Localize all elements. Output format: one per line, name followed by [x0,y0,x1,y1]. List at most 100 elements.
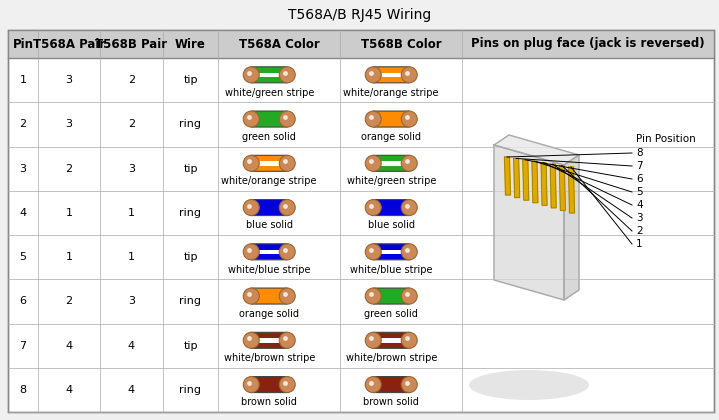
Text: white/blue stripe: white/blue stripe [228,265,311,275]
FancyBboxPatch shape [251,200,287,215]
FancyBboxPatch shape [251,332,287,348]
Text: 4: 4 [128,385,135,395]
Text: white/green stripe: white/green stripe [347,176,436,186]
Text: T568A Color: T568A Color [239,37,319,50]
FancyBboxPatch shape [373,288,409,304]
Circle shape [365,288,381,304]
Bar [373,249,409,254]
FancyBboxPatch shape [373,244,409,260]
Bar [251,73,287,77]
Circle shape [401,332,417,348]
FancyBboxPatch shape [373,155,409,171]
Bar [8,30,714,58]
Text: white/brown stripe: white/brown stripe [224,353,315,363]
FancyBboxPatch shape [373,200,409,215]
Text: 4: 4 [65,341,73,351]
Text: ring: ring [180,119,201,129]
Text: 3: 3 [128,297,135,306]
Circle shape [365,200,381,215]
Circle shape [243,67,260,83]
FancyBboxPatch shape [251,377,287,393]
Circle shape [279,332,296,348]
Polygon shape [523,160,528,200]
Text: 1: 1 [19,75,27,85]
FancyBboxPatch shape [251,111,287,127]
FancyBboxPatch shape [373,377,409,393]
Text: tip: tip [183,75,198,85]
Text: 4: 4 [636,200,643,210]
Text: tip: tip [183,164,198,173]
Circle shape [401,67,417,83]
Text: 6: 6 [636,174,643,184]
FancyBboxPatch shape [373,67,409,83]
Polygon shape [532,161,538,203]
Text: Wire: Wire [175,37,206,50]
Text: 2: 2 [65,297,73,306]
Text: 8: 8 [636,148,643,158]
FancyBboxPatch shape [251,155,287,171]
Text: 2: 2 [65,164,73,173]
Text: white/green stripe: white/green stripe [224,87,314,97]
Circle shape [243,111,260,127]
Polygon shape [513,158,520,197]
Circle shape [401,244,417,260]
Circle shape [243,332,260,348]
Text: 5: 5 [636,187,643,197]
Text: 4: 4 [19,208,27,218]
Circle shape [279,155,296,171]
FancyBboxPatch shape [251,288,287,304]
Circle shape [365,332,381,348]
Bar [373,161,409,165]
Text: orange solid: orange solid [361,132,421,142]
Text: 4: 4 [128,341,135,351]
Circle shape [279,67,296,83]
Text: 1: 1 [636,239,643,249]
Text: 8: 8 [19,385,27,395]
Polygon shape [505,157,510,195]
Text: 3: 3 [65,119,73,129]
Ellipse shape [469,370,589,400]
Polygon shape [494,135,579,165]
Bar [251,161,287,165]
Polygon shape [550,164,557,208]
Text: 3: 3 [65,75,73,85]
Text: green solid: green solid [242,132,296,142]
Text: Pin Position: Pin Position [636,134,696,144]
Text: ring: ring [180,208,201,218]
Bar [251,338,287,343]
Polygon shape [564,155,579,300]
Circle shape [243,288,260,304]
Polygon shape [569,167,574,213]
Text: brown solid: brown solid [363,397,419,407]
Circle shape [401,155,417,171]
Polygon shape [494,145,564,300]
Text: 2: 2 [636,226,643,236]
Circle shape [279,288,296,304]
Text: T568B Color: T568B Color [361,37,441,50]
Text: 2: 2 [19,119,27,129]
Polygon shape [541,163,547,205]
Text: green solid: green solid [365,309,418,319]
Text: ring: ring [180,385,201,395]
Circle shape [401,377,417,393]
Circle shape [401,200,417,215]
FancyBboxPatch shape [251,67,287,83]
Text: white/orange stripe: white/orange stripe [344,87,439,97]
Circle shape [279,244,296,260]
Text: 1: 1 [128,252,135,262]
Circle shape [365,244,381,260]
Text: orange solid: orange solid [239,309,299,319]
Text: brown solid: brown solid [242,397,297,407]
Text: 1: 1 [128,208,135,218]
Text: 6: 6 [19,297,27,306]
Circle shape [365,111,381,127]
Text: ring: ring [180,297,201,306]
Text: 7: 7 [636,161,643,171]
Circle shape [401,288,417,304]
Text: white/blue stripe: white/blue stripe [350,265,433,275]
Circle shape [243,155,260,171]
Text: 7: 7 [19,341,27,351]
Text: white/brown stripe: white/brown stripe [346,353,437,363]
Text: T568A Pair: T568A Pair [33,37,105,50]
Circle shape [243,244,260,260]
